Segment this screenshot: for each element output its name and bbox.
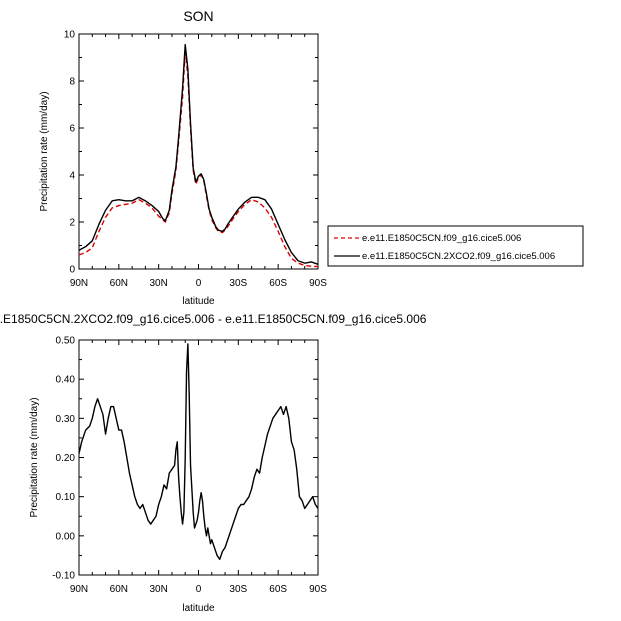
top-x-axis-label: latitude bbox=[182, 296, 215, 307]
top-x-tick-label: 60S bbox=[269, 278, 287, 289]
bottom-x-tick-label: 90N bbox=[70, 584, 88, 595]
top-series-line-0 bbox=[78, 49, 319, 268]
legend: e.e11.E1850C5CN.f09_g16.cice5.006 e.e11.… bbox=[327, 225, 584, 267]
legend-label-control: e.e11.E1850C5CN.f09_g16.cice5.006 bbox=[362, 233, 521, 244]
bottom-x-tick-label: 0 bbox=[196, 584, 202, 595]
top-y-tick-label: 10 bbox=[64, 30, 76, 41]
bottom-x-tick-label: 30S bbox=[229, 584, 247, 595]
bottom-y-tick-label: 0.10 bbox=[56, 492, 76, 503]
bottom-x-axis-label: latitude bbox=[182, 603, 215, 614]
top-series-lines bbox=[78, 43, 319, 268]
bottom-x-tick-label: 90S bbox=[309, 584, 327, 595]
bottom-y-tick-label: -0.10 bbox=[52, 571, 75, 582]
bottom-x-tick-label: 60N bbox=[110, 584, 128, 595]
top-y-tick-label: 4 bbox=[69, 171, 75, 182]
top-chart: SON 0 2 4 6 8 10 90N 60N 30N 0 30S 60S 90S latitude… bbox=[39, 8, 327, 307]
bottom-x-tick-label: 60S bbox=[269, 584, 287, 595]
bottom-y-tick-label: 0.00 bbox=[56, 531, 76, 542]
top-x-axis: 90N 60N 30N 0 30S 60S 90S bbox=[70, 34, 327, 289]
top-y-axis: 0 2 4 6 8 10 bbox=[64, 30, 318, 276]
top-x-tick-label: 0 bbox=[196, 278, 202, 289]
top-chart-title: SON bbox=[183, 8, 213, 24]
bottom-y-tick-label: 0.30 bbox=[56, 414, 76, 425]
top-y-tick-label: 2 bbox=[69, 218, 75, 229]
bottom-y-tick-label: 0.40 bbox=[56, 375, 76, 386]
top-y-tick-label: 8 bbox=[69, 77, 75, 88]
top-x-tick-label: 60N bbox=[110, 278, 128, 289]
bottom-y-axis: -0.10 0.00 0.10 0.20 0.30 0.40 0.50 bbox=[52, 336, 318, 582]
top-y-axis-label: Precipitation rate (mm/day) bbox=[39, 91, 50, 211]
top-x-tick-label: 90N bbox=[70, 278, 88, 289]
bottom-plot-frame bbox=[78, 339, 319, 576]
bottom-x-tick-label: 30N bbox=[149, 584, 167, 595]
bottom-x-axis: 90N 60N 30N 0 30S 60S 90S bbox=[70, 340, 327, 595]
top-x-tick-label: 30N bbox=[149, 278, 167, 289]
legend-frame bbox=[327, 225, 584, 267]
top-y-tick-label: 0 bbox=[69, 265, 75, 276]
top-x-tick-label: 90S bbox=[309, 278, 327, 289]
bottom-chart: e.e11.E1850C5CN.2XCO2.f09_g16.cice5.006 … bbox=[0, 312, 427, 614]
bottom-series-line-0 bbox=[78, 343, 319, 561]
top-y-tick-label: 6 bbox=[69, 124, 75, 135]
top-x-tick-label: 30S bbox=[229, 278, 247, 289]
bottom-y-axis-label: Precipitation rate (mm/day) bbox=[29, 397, 40, 517]
bottom-series-lines bbox=[78, 343, 319, 561]
bottom-y-tick-label: 0.50 bbox=[56, 336, 76, 347]
legend-label-2xco2: e.e11.E1850C5CN.2XCO2.f09_g16.cice5.006 bbox=[362, 251, 555, 262]
bottom-chart-title: e.e11.E1850C5CN.2XCO2.f09_g16.cice5.006 … bbox=[0, 312, 427, 326]
top-series-line-1 bbox=[78, 43, 319, 265]
bottom-y-tick-label: 0.20 bbox=[56, 453, 76, 464]
